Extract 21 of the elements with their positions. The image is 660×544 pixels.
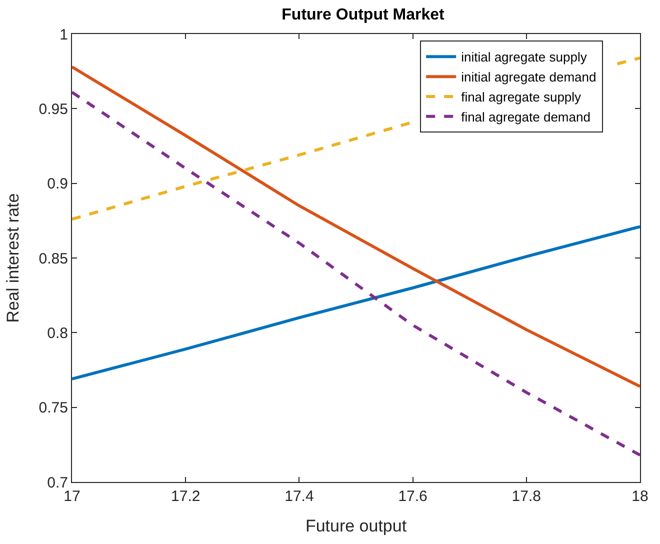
legend-label: final agregate supply <box>461 90 582 105</box>
line-series <box>72 225 640 380</box>
legend-label: final agregate demand <box>461 109 590 124</box>
y-tick-label: 1 <box>60 26 68 44</box>
y-tick-label: 0.95 <box>38 100 68 118</box>
y-tick-label: 0.9 <box>47 176 68 193</box>
chart-title: Future Output Market <box>282 6 445 24</box>
y-tick-label: 0.8 <box>47 324 68 342</box>
legend-label: initial agregate supply <box>461 50 588 65</box>
x-tick-label: 18 <box>632 488 648 505</box>
legend-label: initial agregate demand <box>461 70 596 85</box>
y-tick-label: 0.75 <box>38 400 68 417</box>
x-tick-label: 17.4 <box>284 488 314 505</box>
line-series <box>72 65 640 388</box>
line-series <box>72 90 640 457</box>
y-tick-label: 0.85 <box>38 250 68 268</box>
x-axis-title: Future output <box>305 516 407 536</box>
x-tick-label: 17.6 <box>398 488 428 505</box>
x-tick-label: 17.2 <box>171 488 200 505</box>
x-tick-label: 17.8 <box>512 488 541 505</box>
y-axis-title: Real interest rate <box>3 193 22 323</box>
